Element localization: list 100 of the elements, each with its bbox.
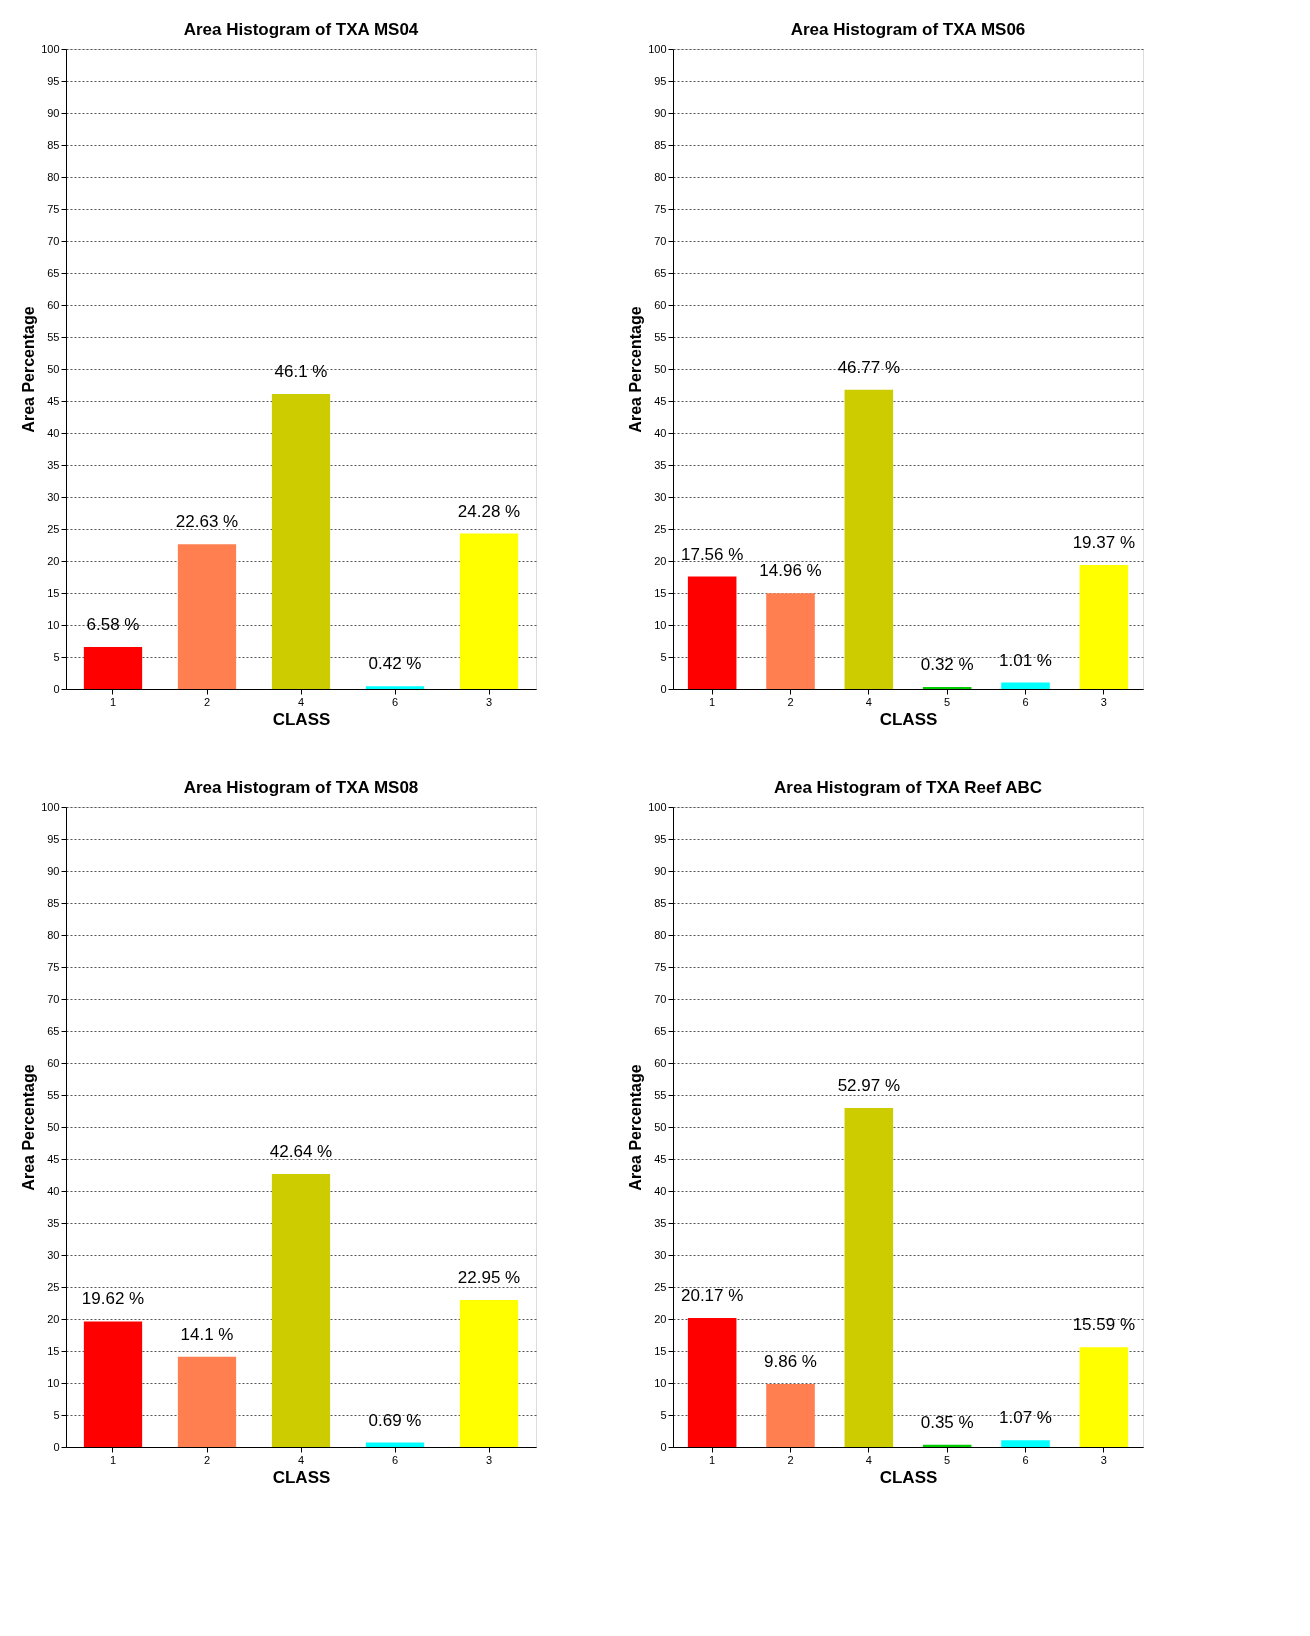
x-axis-title: CLASS bbox=[879, 1467, 938, 1487]
y-tick-label: 50 bbox=[654, 362, 667, 375]
bar bbox=[271, 393, 331, 689]
y-tick-label: 100 bbox=[41, 42, 60, 55]
y-tick-label: 0 bbox=[53, 682, 60, 695]
y-tick-label: 0 bbox=[660, 682, 667, 695]
y-tick-label: 0 bbox=[660, 1440, 667, 1453]
y-tick-label: 5 bbox=[53, 650, 60, 663]
y-tick-label: 50 bbox=[654, 1120, 667, 1133]
data-label: 22.63 % bbox=[175, 512, 239, 532]
data-label: 46.1 % bbox=[274, 361, 328, 381]
x-axis-title: CLASS bbox=[879, 709, 938, 729]
x-tick-label: 3 bbox=[1100, 1453, 1107, 1466]
x-tick-label: 4 bbox=[865, 695, 872, 708]
x-tick-label: 2 bbox=[203, 695, 211, 708]
data-label: 1.01 % bbox=[999, 650, 1052, 670]
bar bbox=[1001, 1440, 1050, 1447]
y-tick-label: 55 bbox=[654, 330, 667, 343]
y-tick-label: 15 bbox=[47, 1344, 60, 1357]
x-tick-label: 3 bbox=[485, 695, 493, 708]
x-tick-label: 6 bbox=[1022, 1453, 1029, 1466]
y-tick-label: 95 bbox=[654, 74, 667, 87]
data-label: 0.35 % bbox=[920, 1412, 974, 1432]
y-tick-label: 20 bbox=[47, 554, 60, 567]
y-tick-label: 85 bbox=[654, 896, 667, 909]
y-tick-label: 25 bbox=[47, 1280, 60, 1293]
x-tick-label: 6 bbox=[391, 1453, 399, 1466]
bar bbox=[177, 1356, 237, 1447]
y-tick-label: 75 bbox=[654, 202, 667, 215]
data-label: 1.07 % bbox=[999, 1408, 1052, 1428]
y-tick-label: 20 bbox=[654, 1312, 667, 1325]
y-tick-label: 80 bbox=[654, 928, 667, 941]
y-axis-title: Area Percentage bbox=[627, 306, 645, 433]
bar bbox=[1079, 1347, 1129, 1447]
data-label: 0.69 % bbox=[368, 1410, 422, 1430]
y-tick-label: 30 bbox=[654, 490, 667, 503]
data-label: 24.28 % bbox=[457, 501, 521, 521]
x-tick-label: 1 bbox=[109, 695, 117, 708]
chart-title: Area Histogram of TXA MS08 bbox=[183, 778, 419, 797]
data-label: 14.1 % bbox=[180, 1324, 234, 1344]
y-tick-label: 60 bbox=[47, 1056, 60, 1069]
y-tick-label: 60 bbox=[47, 298, 60, 311]
y-tick-label: 35 bbox=[47, 1216, 60, 1229]
y-tick-label: 100 bbox=[648, 800, 667, 813]
y-tick-label: 65 bbox=[47, 266, 60, 279]
x-tick-label: 1 bbox=[709, 1453, 716, 1466]
x-axis-title: CLASS bbox=[272, 709, 331, 729]
bar bbox=[766, 1383, 815, 1447]
y-tick-label: 65 bbox=[654, 266, 667, 279]
y-tick-label: 10 bbox=[654, 1376, 667, 1389]
y-tick-label: 20 bbox=[47, 1312, 60, 1325]
y-tick-label: 55 bbox=[654, 1088, 667, 1101]
y-tick-label: 85 bbox=[47, 138, 60, 151]
y-tick-label: 55 bbox=[47, 330, 60, 343]
y-tick-label: 90 bbox=[654, 864, 667, 877]
bar bbox=[844, 1107, 894, 1447]
chart-title: Area Histogram of TXA MS04 bbox=[183, 20, 419, 39]
y-tick-label: 10 bbox=[47, 618, 60, 631]
y-tick-label: 10 bbox=[654, 618, 667, 631]
data-label: 20.17 % bbox=[680, 1285, 744, 1305]
y-tick-label: 95 bbox=[47, 74, 60, 87]
data-label: 6.58 % bbox=[86, 614, 140, 634]
x-tick-label: 2 bbox=[787, 1453, 794, 1466]
y-tick-label: 100 bbox=[648, 42, 667, 55]
y-tick-label: 95 bbox=[47, 832, 60, 845]
data-label: 14.96 % bbox=[759, 561, 822, 581]
y-tick-label: 90 bbox=[47, 106, 60, 119]
y-axis-title: Area Percentage bbox=[627, 1064, 645, 1191]
y-tick-label: 25 bbox=[47, 522, 60, 535]
chart-title: Area Histogram of TXA MS06 bbox=[790, 20, 1026, 39]
data-label: 0.42 % bbox=[368, 654, 422, 674]
y-tick-label: 85 bbox=[47, 896, 60, 909]
data-label: 19.37 % bbox=[1072, 533, 1136, 553]
y-tick-label: 70 bbox=[654, 234, 667, 247]
x-tick-label: 4 bbox=[865, 1453, 872, 1466]
y-tick-label: 40 bbox=[47, 426, 60, 439]
y-tick-label: 80 bbox=[47, 170, 60, 183]
y-tick-label: 5 bbox=[53, 1408, 60, 1421]
y-tick-label: 75 bbox=[654, 960, 667, 973]
y-tick-label: 65 bbox=[47, 1024, 60, 1037]
y-tick-label: 45 bbox=[47, 394, 60, 407]
bar bbox=[83, 646, 143, 689]
y-tick-label: 30 bbox=[654, 1248, 667, 1261]
x-tick-label: 3 bbox=[485, 1453, 493, 1466]
y-tick-label: 35 bbox=[654, 1216, 667, 1229]
data-label: 42.64 % bbox=[269, 1142, 333, 1162]
y-tick-label: 40 bbox=[47, 1184, 60, 1197]
y-tick-label: 60 bbox=[654, 1056, 667, 1069]
bar bbox=[459, 533, 519, 689]
chart-title: Area Histogram of TXA Reef ABC bbox=[774, 778, 1042, 797]
y-tick-label: 80 bbox=[654, 170, 667, 183]
y-tick-label: 10 bbox=[47, 1376, 60, 1389]
data-label: 0.32 % bbox=[920, 654, 974, 674]
data-label: 46.77 % bbox=[837, 357, 901, 377]
y-tick-label: 30 bbox=[47, 490, 60, 503]
x-tick-label: 6 bbox=[1022, 695, 1029, 708]
y-tick-label: 85 bbox=[654, 138, 667, 151]
bar bbox=[177, 544, 237, 689]
y-tick-label: 50 bbox=[47, 1120, 60, 1133]
bar bbox=[365, 1442, 425, 1447]
